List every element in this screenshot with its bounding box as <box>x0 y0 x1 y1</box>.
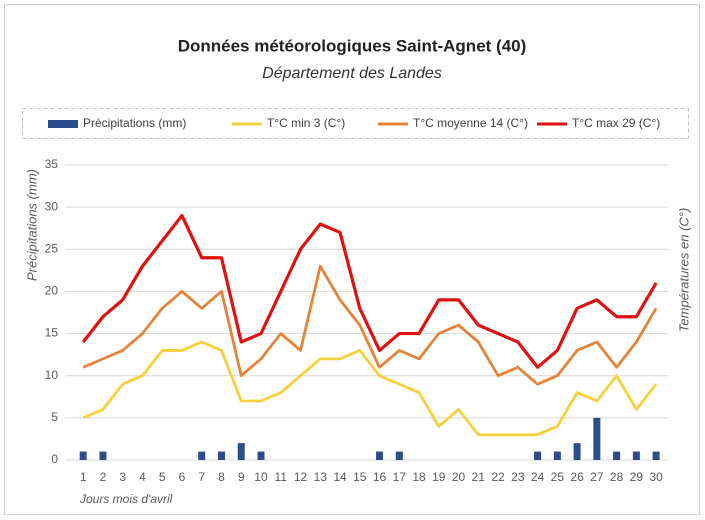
legend-label: T°C moyenne 14 (C°) <box>413 116 528 130</box>
legend-label: Précipitations (mm) <box>83 116 186 130</box>
x-tick-label: 17 <box>393 470 407 484</box>
x-tick-label: 11 <box>275 470 288 484</box>
bar <box>632 451 640 460</box>
bar <box>593 417 601 460</box>
x-tick-label: 4 <box>139 470 146 484</box>
x-tick-label: 26 <box>570 470 584 484</box>
chart-subtitle: Département des Landes <box>262 65 442 82</box>
x-tick-label: 21 <box>472 470 486 484</box>
y-tick-label: 20 <box>45 284 59 298</box>
x-tick-label: 22 <box>491 470 505 484</box>
y-tick-label: 0 <box>51 452 58 466</box>
x-tick-label: 2 <box>100 470 107 484</box>
bar <box>553 451 561 460</box>
x-tick-label: 12 <box>294 470 308 484</box>
x-tick-label: 29 <box>630 470 644 484</box>
x-tick-label: 30 <box>649 470 663 484</box>
y-tick-label: 30 <box>45 199 59 213</box>
x-tick-label: 16 <box>373 470 387 484</box>
x-tick-label: 8 <box>218 470 225 484</box>
x-tick-label: 5 <box>159 470 166 484</box>
x-tick-label: 25 <box>551 470 565 484</box>
x-axis-label: Jours mois d'avril <box>79 492 173 506</box>
legend-label: T°C min 3 (C°) <box>267 116 345 130</box>
line-series <box>82 340 658 437</box>
bar <box>99 451 107 460</box>
y2-axis-label: Températures en (C°) <box>676 208 691 333</box>
bar <box>376 451 384 460</box>
y-tick-label: 25 <box>45 241 59 255</box>
x-tick-label: 24 <box>531 470 545 484</box>
x-tick-label: 3 <box>119 470 126 484</box>
bar <box>257 451 265 460</box>
x-tick-label: 27 <box>590 470 604 484</box>
bar <box>237 443 245 460</box>
line-series <box>81 213 658 369</box>
legend-label: T°C max 29 (C°) <box>572 116 660 130</box>
y-tick-label: 15 <box>45 326 59 340</box>
legend-swatch <box>48 120 78 128</box>
x-tick-label: 23 <box>511 470 525 484</box>
bar <box>395 451 403 460</box>
bar <box>198 451 206 460</box>
x-tick-label: 1 <box>80 470 87 484</box>
x-tick-label: 9 <box>238 470 245 484</box>
bar <box>79 451 87 460</box>
bar <box>534 451 542 460</box>
x-tick-label: 10 <box>254 470 268 484</box>
y-tick-label: 35 <box>45 157 59 171</box>
x-tick-label: 7 <box>198 470 205 484</box>
bar <box>217 451 225 460</box>
bar <box>652 451 660 460</box>
chart-border <box>4 4 700 515</box>
x-tick-label: 18 <box>412 470 426 484</box>
x-tick-label: 13 <box>314 470 328 484</box>
x-tick-label: 28 <box>610 470 624 484</box>
x-tick-label: 14 <box>333 470 347 484</box>
bar <box>573 443 581 460</box>
x-tick-label: 6 <box>179 470 186 484</box>
x-tick-label: 19 <box>432 470 446 484</box>
line-series <box>82 264 658 386</box>
chart-title: Données météorologiques Saint-Agnet (40) <box>178 36 527 55</box>
bar <box>613 451 621 460</box>
x-tick-label: 15 <box>353 470 367 484</box>
y-tick-label: 5 <box>51 410 58 424</box>
x-tick-label: 20 <box>452 470 466 484</box>
legend-box <box>22 108 689 139</box>
y-axis-label: Précipitations (mm) <box>24 169 39 281</box>
y-tick-label: 10 <box>45 368 59 382</box>
